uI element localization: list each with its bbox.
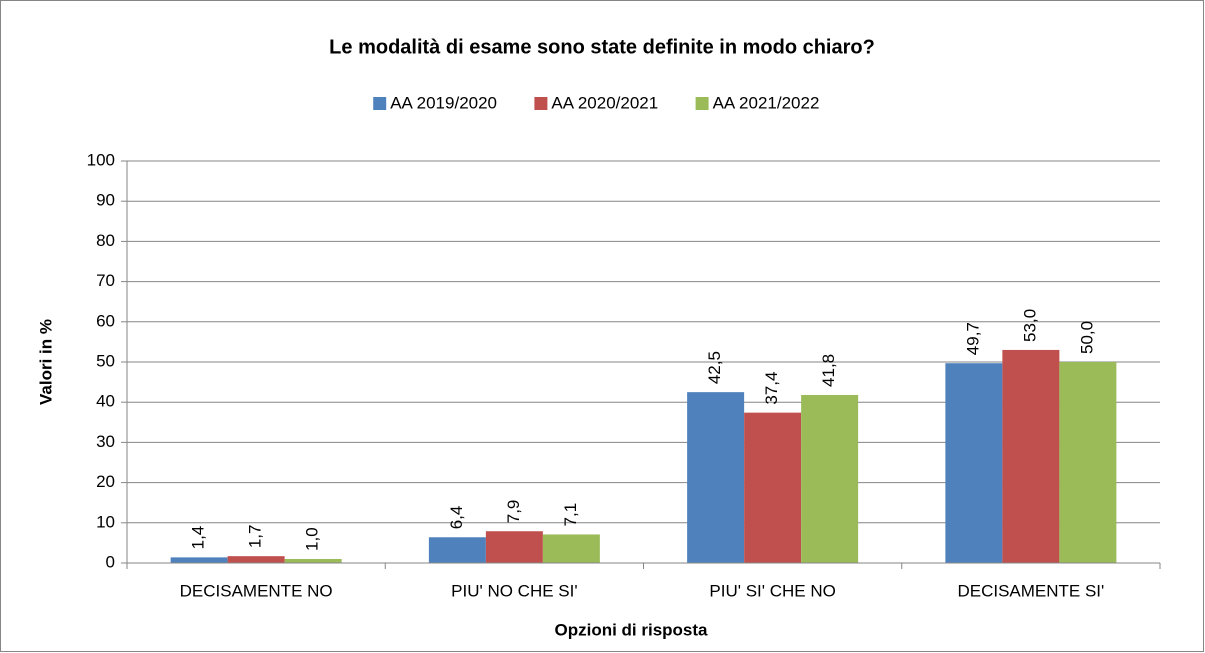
data-label: 1,7 [246, 525, 265, 549]
y-tick-label: 80 [96, 231, 115, 250]
data-label: 7,1 [561, 503, 580, 527]
legend-swatch [373, 97, 387, 110]
bar [170, 557, 228, 563]
y-tick-label: 40 [96, 392, 115, 411]
data-label: 7,9 [504, 500, 523, 524]
bar [428, 537, 486, 563]
y-tick-label: 0 [106, 552, 115, 571]
bar [945, 363, 1003, 563]
y-tick-label: 50 [96, 351, 115, 370]
y-tick-label: 100 [87, 150, 115, 169]
y-tick-label: 20 [96, 472, 115, 491]
legend-swatch [695, 97, 709, 110]
data-label: 6,4 [447, 506, 466, 530]
data-label: 41,8 [819, 354, 838, 387]
y-axis-title: Valori in % [36, 319, 55, 405]
bar [284, 558, 342, 563]
bar [1002, 349, 1060, 563]
y-tick-label: 10 [96, 512, 115, 531]
y-tick-label: 60 [96, 311, 115, 330]
data-label: 49,7 [963, 322, 982, 355]
x-tick-label: DECISAMENTE SI' [957, 581, 1104, 600]
x-axis-title: Opzioni di risposta [554, 620, 708, 639]
bar [485, 531, 543, 563]
chart-title: Le modalità di esame sono state definite… [329, 36, 875, 58]
x-tick-label: DECISAMENTE NO [180, 581, 333, 600]
x-tick-label: PIU' SI' CHE NO [709, 581, 835, 600]
bar [1059, 362, 1117, 563]
bar [227, 556, 285, 563]
y-tick-label: 90 [96, 191, 115, 210]
y-tick-label: 30 [96, 432, 115, 451]
bar [687, 392, 745, 563]
x-tick-label: PIU' NO CHE SI' [451, 581, 577, 600]
legend-swatch [534, 97, 548, 110]
legend-label: AA 2021/2022 [713, 93, 820, 112]
data-label: 42,5 [705, 351, 724, 384]
bar [542, 534, 600, 563]
y-tick-label: 70 [96, 271, 115, 290]
legend-label: AA 2019/2020 [390, 93, 497, 112]
data-label: 50,0 [1077, 321, 1096, 354]
data-label: 1,0 [303, 527, 322, 551]
legend-label: AA 2020/2021 [551, 93, 658, 112]
bar [801, 394, 859, 563]
data-label: 37,4 [762, 372, 781, 405]
data-label: 1,4 [189, 526, 208, 550]
data-label: 53,0 [1020, 309, 1039, 342]
bar [744, 412, 802, 563]
